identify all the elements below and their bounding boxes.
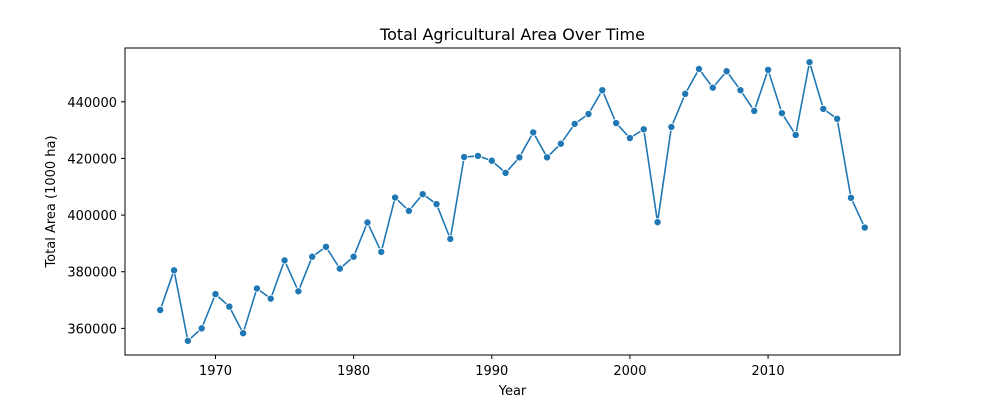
data-point <box>722 67 731 76</box>
x-axis-label: Year <box>498 384 527 399</box>
data-point <box>667 123 676 132</box>
data-point <box>404 206 413 215</box>
data-point <box>377 247 386 256</box>
data-point <box>487 156 496 165</box>
data-point <box>791 130 800 139</box>
data-point <box>460 153 469 162</box>
x-tick-label: 2010 <box>752 364 785 379</box>
data-point <box>736 86 745 95</box>
data-point <box>308 252 317 261</box>
y-tick-label: 360000 <box>67 322 117 337</box>
data-point <box>211 290 220 299</box>
data-point <box>266 294 275 303</box>
x-tick-label: 2000 <box>613 364 646 379</box>
data-point <box>529 128 538 137</box>
data-point <box>239 329 248 338</box>
data-point <box>833 114 842 123</box>
data-point <box>639 125 648 134</box>
data-point <box>695 64 704 73</box>
data-point <box>612 119 621 128</box>
data-point <box>501 168 510 177</box>
data-point <box>625 134 634 143</box>
data-point <box>750 106 759 115</box>
data-point <box>653 218 662 227</box>
data-point <box>321 242 330 251</box>
data-point <box>473 151 482 160</box>
y-tick-label: 380000 <box>67 266 117 281</box>
data-point <box>556 139 565 148</box>
data-point <box>170 266 179 275</box>
data-point <box>819 104 828 113</box>
data-point <box>805 58 814 67</box>
x-tick-label: 1970 <box>199 364 232 379</box>
data-point <box>515 153 524 162</box>
data-point <box>860 223 869 232</box>
y-tick-label: 440000 <box>67 96 117 111</box>
data-point <box>252 284 261 293</box>
data-point <box>777 109 786 118</box>
data-point <box>570 119 579 128</box>
data-point <box>446 234 455 243</box>
data-point <box>764 65 773 74</box>
data-point <box>280 256 289 265</box>
x-axis: 1970 1980 1990 2000 2010 <box>199 355 785 379</box>
data-point <box>197 324 206 333</box>
data-point <box>432 200 441 209</box>
series-line <box>159 61 866 342</box>
y-tick-label: 420000 <box>67 152 117 167</box>
data-point <box>584 109 593 118</box>
data-point <box>156 305 165 314</box>
data-point <box>349 252 358 261</box>
y-axis-label: Total Area (1000 ha) <box>44 135 59 268</box>
y-axis: 360000 380000 400000 420000 440000 <box>67 96 125 337</box>
x-tick-label: 1980 <box>337 364 370 379</box>
data-point <box>708 83 717 92</box>
data-point <box>363 218 372 227</box>
plot-frame <box>124 47 901 356</box>
chart-title: Total Agricultural Area Over Time <box>379 25 645 44</box>
data-point <box>335 264 344 273</box>
x-tick-label: 1990 <box>475 364 508 379</box>
data-point <box>681 89 690 98</box>
data-point <box>225 302 234 311</box>
data-point <box>846 193 855 202</box>
data-point <box>391 193 400 202</box>
data-point <box>294 287 303 296</box>
data-point <box>543 153 552 162</box>
data-point <box>418 190 427 199</box>
data-point <box>183 336 192 345</box>
series-layer <box>156 58 869 345</box>
y-tick-label: 400000 <box>67 209 117 224</box>
data-point <box>598 86 607 95</box>
